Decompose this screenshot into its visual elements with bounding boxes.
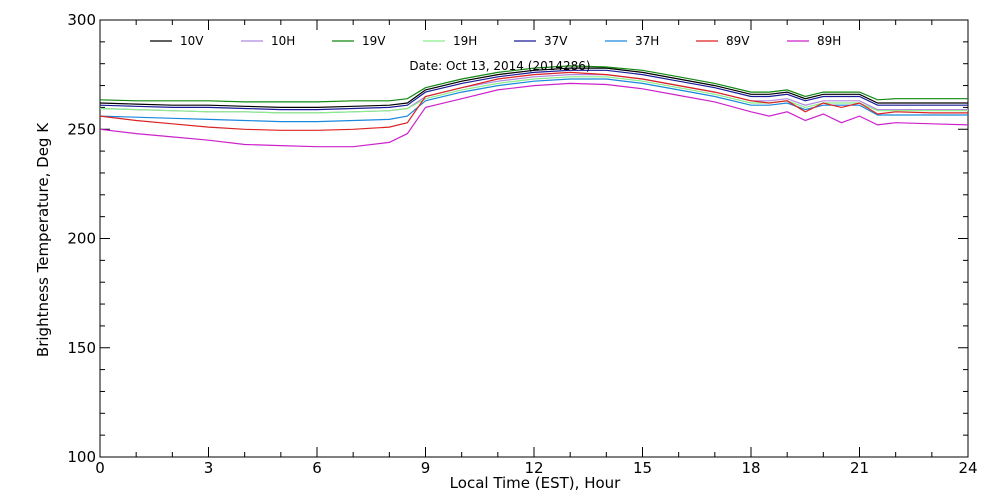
x-tick-label: 6 [312, 459, 322, 477]
series-line-37v [99, 69, 968, 111]
series-line-10v [99, 67, 968, 109]
y-tick-label: 150 [67, 339, 96, 357]
series-line-37h [99, 78, 968, 123]
x-tick-label: 12 [524, 459, 543, 477]
legend-label: 19V [362, 34, 386, 48]
y-axis-title: Brightness Temperature, Deg K [34, 122, 52, 357]
x-tick-label: 3 [204, 459, 214, 477]
legend: 10V 10H 19V 19H 37V 37H 89V 89H [150, 34, 841, 48]
legend-label: 10H [271, 34, 295, 48]
series-line-19h [99, 76, 968, 114]
series-line-89v [99, 71, 968, 131]
x-tick-label: 15 [633, 459, 652, 477]
series-line-19v [99, 65, 968, 103]
x-tick-label: 9 [421, 459, 431, 477]
series-line-89h [99, 82, 969, 148]
legend-label: 89H [817, 34, 841, 48]
x-tick-label: 21 [850, 459, 869, 477]
legend-label: 37V [544, 34, 568, 48]
x-tick-label: 24 [958, 459, 977, 477]
x-tick-label: 18 [741, 459, 760, 477]
y-tick-label: 300 [67, 11, 96, 29]
y-tick-label: 100 [67, 448, 96, 466]
legend-label: 19H [453, 34, 477, 48]
y-tick-label: 200 [67, 230, 96, 248]
x-tick-label: 0 [95, 459, 105, 477]
legend-label: 10V [180, 34, 204, 48]
series-lines [99, 65, 969, 148]
axis-ticks: 0 3 6 9 12 15 18 21 24 100 150 200 250 300 [67, 11, 977, 477]
legend-label: 37H [635, 34, 659, 48]
y-tick-label: 250 [67, 120, 96, 138]
x-axis-title: Local Time (EST), Hour [450, 474, 621, 492]
legend-label: 89V [726, 34, 750, 48]
date-annotation: Date: Oct 13, 2014 (2014286) [409, 59, 590, 73]
